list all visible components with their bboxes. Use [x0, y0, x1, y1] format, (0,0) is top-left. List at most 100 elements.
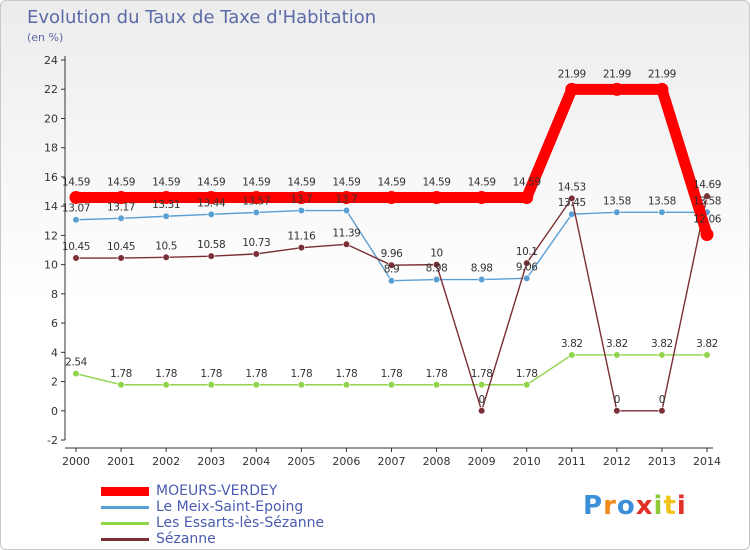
data-label: 14.59	[423, 177, 451, 189]
data-point	[252, 208, 260, 217]
data-point	[613, 208, 621, 216]
logo-letter: P	[583, 491, 604, 521]
x-tick-label: 2003	[197, 455, 225, 468]
data-point	[249, 191, 263, 205]
y-tick-label: 24	[44, 54, 58, 67]
y-tick-label: 12	[44, 229, 58, 242]
legend-swatch	[101, 487, 149, 496]
data-point	[387, 261, 396, 269]
data-point	[72, 216, 80, 224]
x-tick-label: 2009	[468, 455, 496, 468]
legend-swatch	[101, 538, 149, 541]
data-label: 21.99	[648, 68, 676, 80]
data-point	[387, 277, 396, 285]
data-label: 13.58	[603, 195, 631, 207]
data-point	[523, 274, 531, 282]
logo-letter: i	[676, 491, 687, 521]
y-tick-label: 18	[44, 142, 58, 155]
data-label: 1.78	[110, 368, 132, 380]
data-label: 8.9	[384, 264, 400, 276]
y-tick-label: 20	[44, 112, 58, 125]
x-tick-label: 2004	[242, 455, 270, 468]
data-label: 14.69	[693, 179, 721, 191]
x-tick-label: 2008	[423, 455, 451, 468]
data-label: 10.1	[516, 246, 538, 258]
data-label: 14.59	[242, 177, 270, 189]
data-label: 13.44	[197, 197, 226, 209]
data-point	[520, 191, 534, 205]
x-tick-label: 2011	[558, 455, 586, 468]
data-label: 3.82	[651, 338, 673, 350]
data-point	[297, 381, 305, 389]
data-label: 14.59	[152, 177, 180, 189]
legend: MOEURS-VERDEY Le Meix-Saint-Epoing Les E…	[101, 483, 361, 548]
data-label: 2.54	[65, 357, 87, 369]
y-tick-label: 4	[51, 346, 58, 359]
data-label: 3.82	[561, 338, 583, 350]
x-tick-label: 2002	[152, 455, 180, 468]
data-point	[658, 407, 666, 415]
x-tick-label: 2005	[287, 455, 315, 468]
data-point	[159, 191, 173, 205]
data-label: 1.78	[290, 368, 312, 380]
data-label: 13.57	[242, 195, 270, 207]
data-point	[339, 191, 353, 205]
data-point	[430, 191, 444, 205]
x-tick-label: 2014	[693, 455, 721, 468]
data-point	[523, 381, 531, 389]
data-point	[72, 254, 80, 262]
data-label: 13.58	[693, 195, 721, 207]
y-tick-label: 16	[44, 171, 58, 184]
data-label: 1.78	[336, 368, 358, 380]
x-tick-label: 2010	[513, 455, 541, 468]
data-point	[703, 192, 711, 200]
data-label: 13.45	[558, 197, 586, 209]
data-point	[342, 240, 351, 248]
data-label: 0	[614, 394, 620, 406]
data-label: 3.82	[696, 338, 718, 350]
data-label: 1.78	[155, 368, 177, 380]
data-label: 13.58	[648, 195, 676, 207]
y-tick-label: 2	[51, 376, 58, 389]
data-label: 14.59	[287, 177, 315, 189]
data-label: 0	[659, 394, 665, 406]
data-point	[297, 206, 305, 215]
data-label: 21.99	[558, 68, 586, 80]
legend-swatch	[101, 506, 149, 509]
data-point	[294, 191, 308, 205]
data-label: 13.07	[62, 203, 90, 215]
data-point	[252, 381, 260, 389]
y-tick-label: 14	[44, 200, 58, 213]
data-label: 10.5	[155, 240, 177, 252]
logo-letter: i	[653, 491, 664, 521]
data-point	[432, 381, 441, 389]
data-label: 1.78	[381, 368, 403, 380]
data-point	[342, 381, 351, 389]
data-label: 9.06	[516, 261, 538, 273]
data-point	[703, 351, 711, 359]
legend-item-moeurs-verdey: MOEURS-VERDEY	[101, 483, 361, 500]
data-point	[475, 191, 489, 205]
data-label: 13.7	[290, 194, 312, 206]
legend-label: MOEURS-VERDEY	[156, 483, 278, 499]
data-label: 14.59	[62, 177, 90, 189]
data-label: 11.16	[287, 231, 316, 243]
data-label: 14.59	[377, 177, 405, 189]
y-tick-label: 8	[51, 288, 58, 301]
logo-letter: t	[663, 491, 677, 521]
logo-letter: r	[603, 491, 617, 521]
data-point	[252, 250, 260, 258]
data-label: 1.78	[426, 368, 448, 380]
data-point	[162, 381, 170, 389]
data-label: 13.7	[336, 194, 358, 206]
data-point	[162, 212, 170, 220]
data-point	[117, 214, 125, 222]
data-label: 0	[479, 394, 485, 406]
legend-swatch	[101, 522, 149, 525]
proxiti-logo: Proxiti	[583, 491, 687, 521]
data-point	[72, 370, 80, 378]
data-point	[658, 208, 666, 216]
data-point	[613, 351, 621, 359]
data-point	[565, 82, 579, 96]
